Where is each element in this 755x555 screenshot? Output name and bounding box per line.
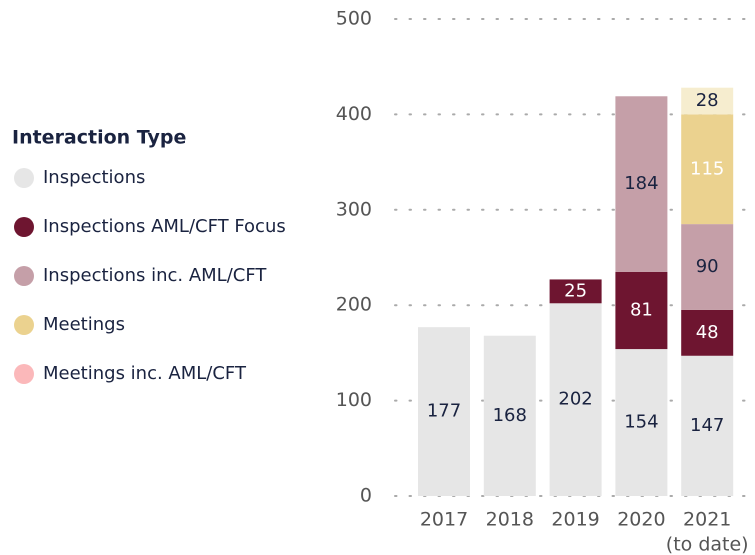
y-tick-label: 0 <box>360 485 372 507</box>
data-label: 147 <box>690 415 724 436</box>
y-tick-label: 300 <box>336 198 372 220</box>
bar-segment <box>549 303 602 496</box>
bar-segment <box>615 96 668 272</box>
data-label: 25 <box>564 280 587 301</box>
bar-segment <box>681 224 734 310</box>
x-tick-label: 2020 <box>617 509 665 531</box>
data-label: 90 <box>696 256 719 277</box>
bar-segment <box>483 335 536 496</box>
data-label: 154 <box>624 412 658 433</box>
bar-segment <box>681 355 734 496</box>
legend-swatch <box>14 364 34 384</box>
data-label: 115 <box>690 158 724 179</box>
x-tick-label: 2021 <box>683 509 731 531</box>
y-tick-label: 400 <box>336 103 372 125</box>
y-tick-label: 500 <box>336 8 372 30</box>
bar-segment <box>681 114 734 225</box>
bar-segment <box>549 279 602 304</box>
bar-segment <box>681 87 734 115</box>
legend-label: Inspections AML/CFT Focus <box>43 216 286 237</box>
data-label: 48 <box>696 322 719 343</box>
bar-segment <box>681 309 734 356</box>
legend-label: Meetings <box>43 314 125 335</box>
legend-title: Interaction Type <box>12 127 186 149</box>
data-label: 177 <box>427 401 461 422</box>
legend-swatch <box>14 168 34 188</box>
legend-swatch <box>14 266 34 286</box>
x-tick-label: (to date) <box>666 534 749 555</box>
bar-segment <box>615 271 668 350</box>
x-tick-label: 2017 <box>420 509 468 531</box>
legend-label: Meetings inc. AML/CFT <box>43 363 247 384</box>
legend-label: Inspections <box>43 167 145 188</box>
legend-swatch <box>14 315 34 335</box>
data-label: 202 <box>558 389 592 410</box>
x-tick-label: 2019 <box>551 509 599 531</box>
data-label: 81 <box>630 299 653 320</box>
y-tick-label: 200 <box>336 294 372 316</box>
x-tick-label: 2018 <box>486 509 534 531</box>
data-label: 184 <box>624 173 658 194</box>
bar-segment <box>615 349 668 496</box>
data-label: 28 <box>696 90 719 111</box>
legend-swatch <box>14 217 34 237</box>
data-label: 168 <box>493 405 527 426</box>
legend-label: Inspections inc. AML/CFT <box>43 265 267 286</box>
y-tick-label: 100 <box>336 389 372 411</box>
bar-segment <box>418 327 470 496</box>
